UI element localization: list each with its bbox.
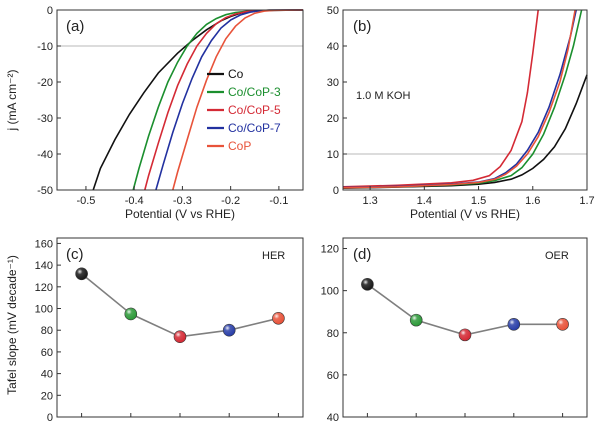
series-line-co-cop-5 bbox=[144, 9, 304, 191]
legend-label-co-cop-7: Co/CoP-7 bbox=[228, 121, 281, 135]
panel-c-series bbox=[75, 267, 285, 344]
panel-b: 0 10 20 30 40 50 1.3 1.4 1.5 1.6 1.7 (b) 1.0 M KOH… bbox=[327, 5, 595, 221]
x-tick-label: 1.5 bbox=[471, 195, 486, 207]
panel-a-letter: (a) bbox=[66, 18, 84, 35]
x-tick-label: 1.6 bbox=[525, 195, 540, 207]
y-tick-label: 10 bbox=[327, 149, 339, 161]
y-tick-label: 0 bbox=[47, 412, 53, 424]
panel-c-her-label: HER bbox=[262, 250, 285, 262]
tafel-connector-line bbox=[81, 273, 279, 338]
panel-b-ticks: 0 10 20 30 40 50 1.3 1.4 1.5 1.6 1.7 bbox=[327, 5, 595, 207]
panel-b-frame bbox=[342, 9, 588, 191]
tafel-point-highlight bbox=[556, 318, 569, 331]
y-tick-label: 60 bbox=[327, 370, 339, 382]
panel-c-frame bbox=[56, 237, 304, 418]
tafel-point-highlight bbox=[174, 330, 186, 343]
y-tick-label: 100 bbox=[321, 286, 339, 298]
x-tick-label: -0.4 bbox=[125, 195, 144, 207]
series-line-co-cop-7 bbox=[155, 9, 304, 191]
y-tick-label: 40 bbox=[327, 412, 339, 424]
y-tick-label: 20 bbox=[327, 113, 339, 125]
panel-d-frame bbox=[342, 237, 588, 418]
panel-d-ticks: 40 60 80 100 120 bbox=[321, 244, 564, 424]
series-line-cop bbox=[342, 9, 576, 189]
panel-d-letter: (d) bbox=[353, 246, 371, 263]
panel-d: 40 60 80 100 120 (d) OER bbox=[321, 237, 588, 424]
series-line-co bbox=[92, 9, 304, 191]
x-tick-label: 1.7 bbox=[579, 195, 594, 207]
panel-c: 0 20 40 60 80 100 120 140 160 (c) HER Tafel slop… bbox=[5, 237, 304, 424]
y-tick-label: 160 bbox=[35, 238, 53, 250]
x-tick-label: 1.3 bbox=[362, 195, 377, 207]
panel-a-x-axis-title: Potential (V vs RHE) bbox=[125, 207, 235, 221]
tafel-point-highlight bbox=[459, 328, 471, 341]
panel-a-y-axis-title: j (mA cm⁻²) bbox=[5, 70, 19, 132]
legend-label-co-cop-3: Co/CoP-3 bbox=[228, 85, 281, 99]
y-tick-label: -40 bbox=[37, 149, 53, 161]
panel-a: 0 -10 -20 -30 -40 -50 -0.5 -0.4 -0.3 -0.2 -0.1 (a)… bbox=[5, 5, 304, 221]
y-tick-label: 120 bbox=[35, 282, 53, 294]
y-tick-label: 140 bbox=[35, 260, 53, 272]
panel-c-letter: (c) bbox=[66, 246, 84, 263]
y-tick-label: 100 bbox=[35, 304, 53, 316]
y-tick-label: 0 bbox=[47, 5, 53, 17]
y-tick-label: -20 bbox=[37, 77, 53, 89]
panel-a-series bbox=[92, 9, 304, 191]
y-tick-label: -30 bbox=[37, 113, 53, 125]
y-tick-label: 40 bbox=[327, 41, 339, 53]
tafel-point-highlight bbox=[410, 314, 423, 327]
panel-b-letter: (b) bbox=[353, 18, 371, 35]
tafel-point-highlight bbox=[223, 324, 236, 337]
y-tick-label: -50 bbox=[37, 185, 53, 197]
y-tick-label: -10 bbox=[37, 41, 53, 53]
y-tick-label: 60 bbox=[41, 347, 53, 359]
y-tick-label: 80 bbox=[327, 328, 339, 340]
tafel-point-highlight bbox=[507, 318, 520, 331]
tafel-connector-line bbox=[366, 283, 563, 336]
x-tick-label: -0.5 bbox=[76, 195, 95, 207]
y-tick-label: 0 bbox=[333, 185, 339, 197]
panel-a-legend: Co Co/CoP-3 Co/CoP-5 Co/CoP-7 CoP bbox=[207, 67, 281, 153]
x-tick-label: -0.2 bbox=[221, 195, 240, 207]
x-tick-label: -0.3 bbox=[173, 195, 192, 207]
panel-a-ticks: 0 -10 -20 -30 -40 -50 -0.5 -0.4 -0.3 -0.2 -0.1 bbox=[37, 5, 288, 207]
panel-c-ticks: 0 20 40 60 80 100 120 140 160 bbox=[35, 238, 279, 424]
x-tick-label: -0.1 bbox=[269, 195, 288, 207]
panel-b-electrolyte-note: 1.0 M KOH bbox=[356, 90, 410, 102]
panel-a-frame bbox=[56, 9, 304, 191]
panel-b-x-axis-title: Potential (V vs RHE) bbox=[410, 207, 520, 221]
y-tick-label: 30 bbox=[327, 77, 339, 89]
panel-d-series bbox=[361, 278, 569, 342]
tafel-point-highlight bbox=[272, 312, 285, 325]
x-tick-label: 1.4 bbox=[417, 195, 432, 207]
series-line-co-cop-5 bbox=[342, 9, 539, 188]
series-line-co-cop-3 bbox=[132, 9, 304, 191]
series-line-cop bbox=[172, 9, 304, 191]
legend-label-co-cop-5: Co/CoP-5 bbox=[228, 103, 281, 117]
legend-label-cop: CoP bbox=[228, 139, 251, 153]
tafel-point-highlight bbox=[124, 307, 137, 320]
y-tick-label: 20 bbox=[41, 390, 53, 402]
panel-b-series bbox=[342, 9, 588, 189]
tafel-point-highlight bbox=[361, 278, 374, 291]
y-tick-label: 50 bbox=[327, 5, 339, 17]
y-tick-label: 120 bbox=[321, 244, 339, 256]
legend-label-co: Co bbox=[228, 67, 244, 81]
y-tick-label: 80 bbox=[41, 325, 53, 337]
tafel-point-highlight bbox=[75, 267, 88, 280]
panel-d-oer-label: OER bbox=[545, 250, 569, 262]
y-tick-label: 40 bbox=[41, 369, 53, 381]
panel-c-y-axis-title: Tafel slope (mV decade⁻¹) bbox=[5, 255, 19, 395]
